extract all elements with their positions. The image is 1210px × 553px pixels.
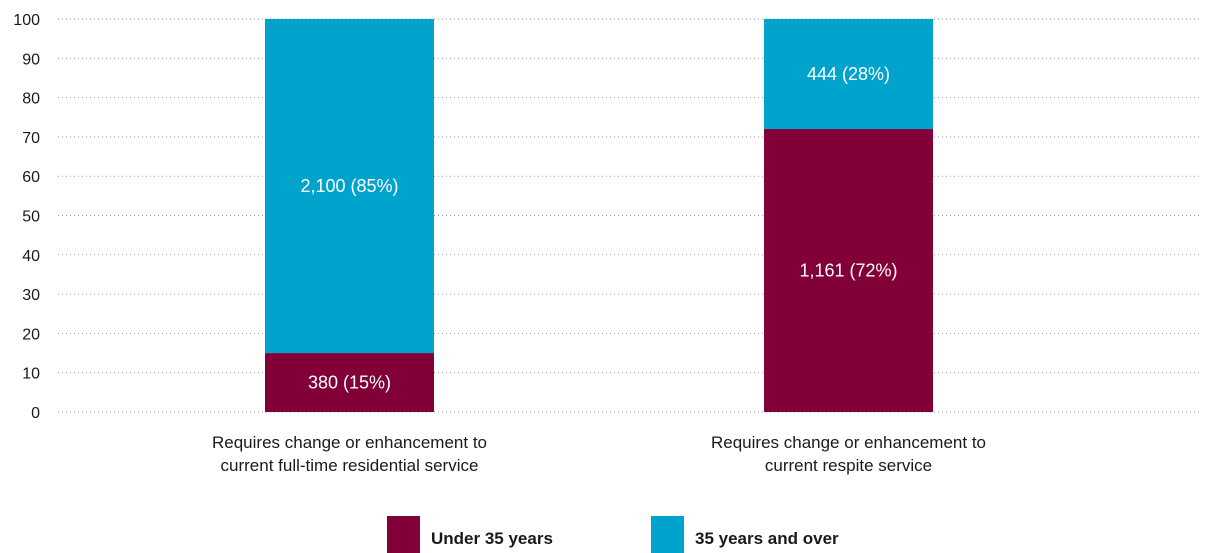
bars	[265, 19, 933, 413]
y-tick-label: 60	[22, 169, 40, 186]
y-axis-ticks: 0 10 20 30 40 50 60 70 80 90 100	[13, 12, 40, 422]
legend-label: 35 years and over	[695, 529, 839, 548]
category-label: Requires change or enhancement to current…	[212, 433, 487, 475]
y-tick-label: 40	[22, 248, 40, 265]
gridlines	[58, 18, 1200, 413]
bar-segment-under-35	[764, 129, 933, 413]
bar-segment-35-and-over	[764, 19, 933, 130]
y-tick-label: 10	[22, 366, 40, 383]
y-tick-label: 100	[13, 12, 40, 29]
data-label: 380 (15%)	[308, 373, 391, 393]
legend-swatch	[387, 516, 420, 553]
data-labels: 380 (15%) 2,100 (85%) 1,161 (72%) 444 (28%)	[300, 64, 897, 393]
y-tick-label: 90	[22, 51, 40, 68]
y-tick-label: 20	[22, 326, 40, 343]
bar-segment-35-and-over	[265, 19, 434, 354]
x-axis-categories: Requires change or enhancement to current…	[212, 433, 986, 475]
legend: Under 35 years 35 years and over	[387, 516, 839, 553]
data-label: 444 (28%)	[807, 64, 890, 84]
y-tick-label: 30	[22, 287, 40, 304]
legend-swatch	[651, 516, 684, 553]
category-label-line: Requires change or enhancement to	[711, 433, 986, 452]
legend-label: Under 35 years	[431, 529, 553, 548]
y-tick-label: 80	[22, 91, 40, 108]
category-label-line: current respite service	[765, 456, 932, 475]
category-label-line: Requires change or enhancement to	[212, 433, 487, 452]
data-label: 2,100 (85%)	[300, 176, 398, 196]
y-tick-label: 70	[22, 130, 40, 147]
bar-segment-under-35	[265, 353, 434, 412]
category-label: Requires change or enhancement to current…	[711, 433, 986, 475]
y-tick-label: 0	[31, 405, 40, 422]
y-tick-label: 50	[22, 209, 40, 226]
category-label-line: current full-time residential service	[221, 456, 479, 475]
data-label: 1,161 (72%)	[799, 261, 897, 281]
